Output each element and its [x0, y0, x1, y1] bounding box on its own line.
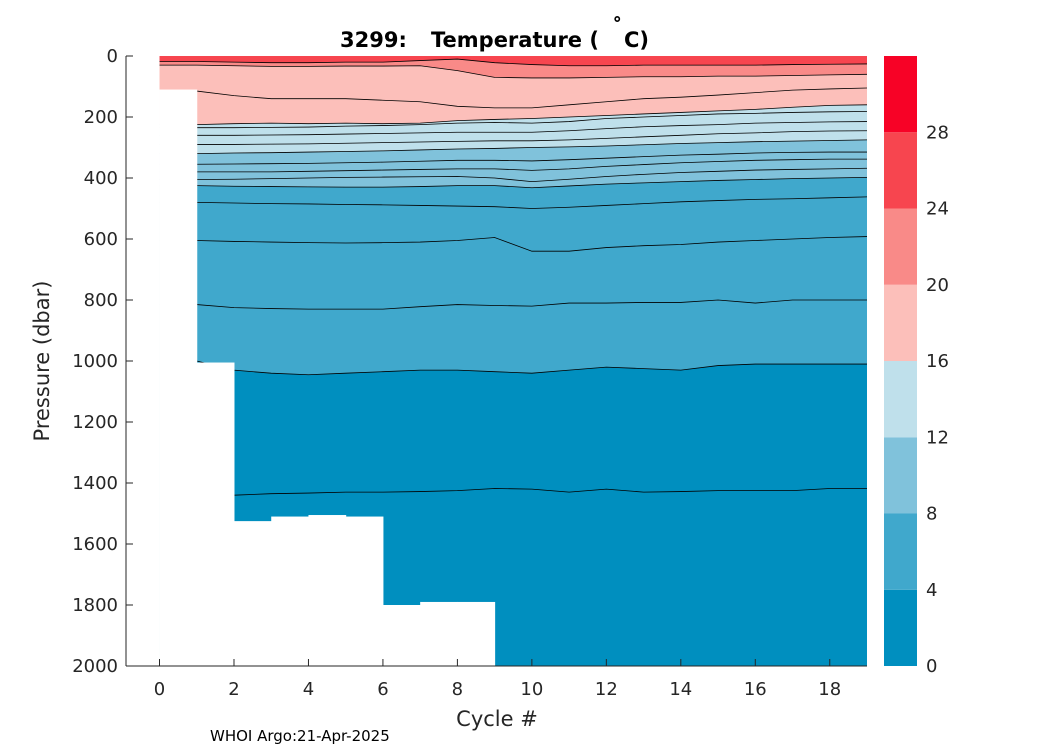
x-tick-label: 0 [154, 679, 165, 700]
colorbar-ticks: 0 4 8 12 16 20 24 28 [926, 122, 949, 677]
y-tick-label: 1400 [72, 473, 118, 494]
colorbar-segment-28-32 [884, 56, 917, 133]
x-tick-label: 18 [818, 679, 841, 700]
band-above-24C [159, 56, 867, 66]
title-unit: C) [624, 28, 649, 52]
isotherm-24C [159, 58, 867, 67]
y-axis-ticks: 0 200 400 600 800 1000 1200 1400 1600 1800 2000 [72, 46, 133, 677]
isotherm-11C [159, 151, 867, 165]
isotherm-6C [159, 236, 867, 252]
x-axis-ticks: 0 2 4 6 8 10 12 14 16 18 [154, 659, 841, 700]
colorbar-tick-label: 28 [926, 122, 949, 143]
temperature-bands [126, 56, 867, 666]
colorbar [884, 56, 917, 666]
y-tick-label: 1000 [72, 351, 118, 372]
x-tick-label: 16 [744, 679, 767, 700]
isotherm-15C [159, 111, 867, 129]
y-axis-title: Pressure (dbar) [30, 281, 54, 442]
mask-cycle-3 [271, 516, 309, 666]
isotherm-17C [159, 87, 867, 109]
y-tick-label: 0 [107, 46, 118, 67]
colorbar-segment-20-24 [884, 208, 917, 285]
colorbar-tick-label: 24 [926, 199, 949, 220]
y-tick-label: 1600 [72, 534, 118, 555]
y-tick-label: 1200 [72, 412, 118, 433]
title-number: 3299: [340, 28, 407, 52]
isotherm-20C [159, 64, 867, 79]
isotherm-8C [159, 176, 867, 189]
isotherm-9C [159, 167, 867, 183]
colorbar-segment-8-12 [884, 437, 917, 514]
isotherm-2C [159, 488, 867, 499]
isotherm-16C [159, 104, 867, 126]
x-tick-label: 14 [669, 679, 692, 700]
mask-cycle-4 [308, 515, 347, 666]
x-tick-label: 4 [303, 679, 314, 700]
x-tick-label: 6 [377, 679, 388, 700]
colorbar-tick-label: 4 [926, 580, 937, 601]
y-tick-label: 200 [84, 107, 118, 128]
y-tick-label: 800 [84, 290, 118, 311]
isotherm-14C [159, 121, 867, 136]
colorbar-segment-24-28 [884, 132, 917, 209]
colorbar-tick-label: 12 [926, 427, 949, 448]
isotherm-5C [159, 299, 867, 310]
isotherm-12C [159, 139, 867, 155]
y-tick-label: 1800 [72, 595, 118, 616]
chart-title: 3299: Temperature ( ˚ C) [340, 16, 649, 52]
y-tick-label: 400 [84, 168, 118, 189]
colorbar-segment-16-20 [884, 284, 917, 361]
title-text: Temperature ( [431, 28, 599, 52]
footer-credit: WHOI Argo:21-Apr-2025 [210, 727, 390, 745]
colorbar-segment-4-8 [884, 513, 917, 590]
isotherm-lines [159, 58, 867, 499]
isotherm-13C [159, 130, 867, 145]
x-axis-title: Cycle # [456, 707, 538, 731]
x-tick-label: 8 [452, 679, 463, 700]
isotherm-7C [159, 196, 867, 209]
isotherm-10C [159, 158, 867, 173]
y-tick-label: 600 [84, 229, 118, 250]
colorbar-tick-label: 0 [926, 656, 937, 677]
x-tick-label: 10 [520, 679, 543, 700]
mask-cycle-6 [382, 605, 421, 666]
isotherm-4C [159, 360, 867, 376]
colorbar-segment-0-4 [884, 589, 917, 666]
colorbar-tick-label: 20 [926, 275, 949, 296]
mask-cycle-5 [345, 516, 384, 666]
x-tick-label: 2 [228, 679, 239, 700]
x-tick-label: 12 [595, 679, 618, 700]
mask-cycle-1 [196, 362, 235, 666]
colorbar-segment-12-16 [884, 361, 917, 438]
mask-cycle-7 [420, 601, 458, 666]
title-degree: ˚ [612, 16, 623, 40]
colorbar-tick-label: 8 [926, 504, 937, 525]
mask-cycle-0 [159, 89, 198, 666]
no-data-mask [126, 56, 496, 666]
y-tick-label: 2000 [72, 656, 118, 677]
mask-cycle-8 [457, 601, 496, 666]
colorbar-tick-label: 16 [926, 351, 949, 372]
mask-cycle-2 [233, 521, 272, 666]
